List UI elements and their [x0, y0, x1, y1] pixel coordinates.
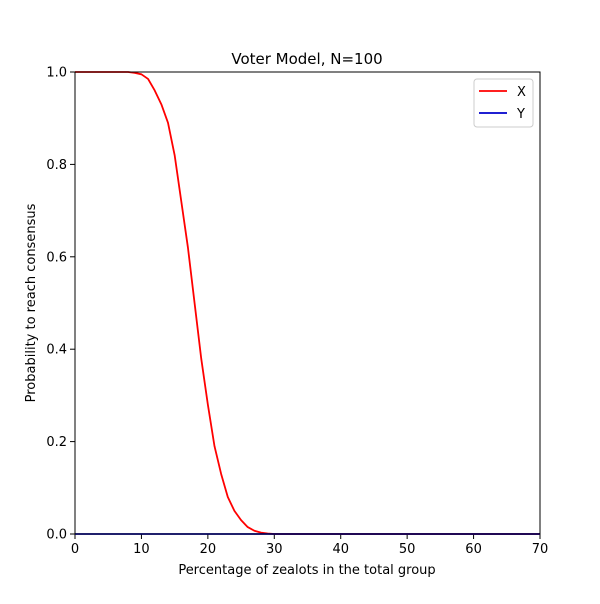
legend-label-y: Y [516, 107, 525, 122]
x-tick-label: 60 [465, 542, 482, 557]
legend: XY [473, 78, 534, 128]
chart-title: Voter Model, N=100 [231, 50, 382, 68]
y-tick-label: 0.4 [46, 343, 67, 358]
x-tick-label: 20 [200, 542, 217, 557]
plot-border [74, 71, 541, 535]
plot-frame [74, 71, 541, 535]
x-tick-label: 50 [399, 542, 416, 557]
y-tick-label: 0.2 [46, 435, 67, 450]
y-tick-label: 1.0 [46, 66, 67, 81]
x-tick-label: 30 [266, 542, 283, 557]
axis-ticks: 0 10 20 30 40 50 60 70 0.0 0.2 0.4 0.6 0.8 1.0 [46, 66, 548, 558]
y-tick-label: 0.0 [46, 528, 67, 543]
y-tick-label: 0.8 [46, 158, 67, 173]
plot-area [75, 72, 540, 534]
y-tick-label: 0.6 [46, 250, 67, 265]
y-axis-title: Probability to reach consensus [24, 203, 39, 402]
x-tick-label: 0 [71, 542, 79, 557]
plot-background [75, 72, 540, 534]
x-axis-title: Percentage of zealots in the total group [178, 563, 435, 578]
x-tick-label: 70 [532, 542, 549, 557]
legend-label-x: X [517, 85, 526, 100]
x-tick-label: 10 [133, 542, 150, 557]
x-tick-label: 40 [332, 542, 349, 557]
